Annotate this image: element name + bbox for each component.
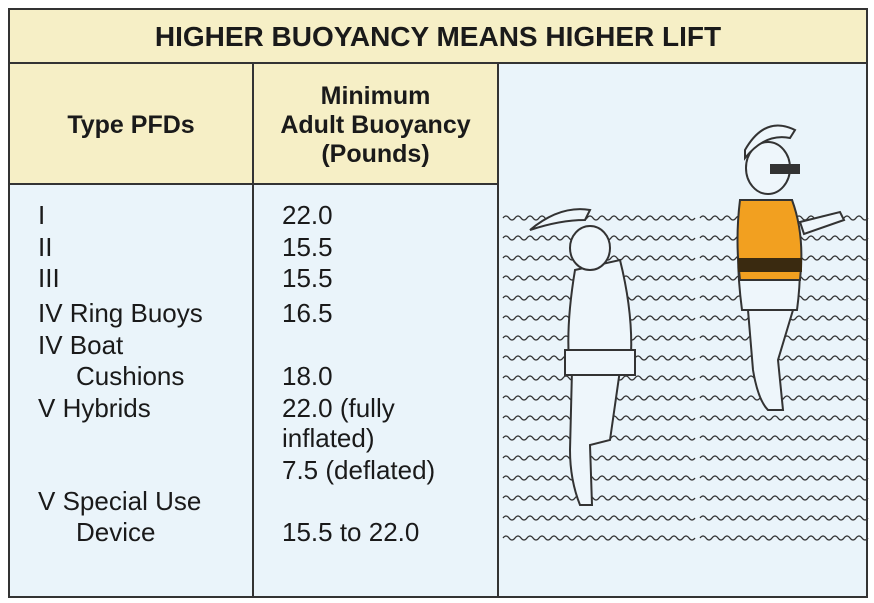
figure bbox=[800, 212, 844, 234]
buoyancy-value: 7.5 (deflated) bbox=[282, 454, 435, 486]
sunglasses bbox=[770, 164, 800, 174]
column-header: (Pounds) bbox=[252, 140, 499, 169]
buoyancy-value: 15.5 to 22.0 bbox=[282, 516, 419, 548]
figure bbox=[530, 209, 590, 230]
figure bbox=[748, 310, 793, 410]
wave bbox=[700, 536, 868, 540]
column-header: Minimum bbox=[252, 82, 499, 111]
pfd-type: V Hybrids bbox=[38, 392, 151, 424]
wave bbox=[503, 216, 695, 220]
pfd-type: II bbox=[38, 231, 52, 263]
pfd-type: I bbox=[38, 199, 45, 231]
wave bbox=[700, 436, 868, 440]
buoyancy-value: 18.0 bbox=[282, 360, 333, 392]
pfd-type: V Special Use bbox=[38, 485, 201, 517]
pfd-type: IV Boat bbox=[38, 329, 123, 361]
wave bbox=[503, 456, 695, 460]
column-header: Type PFDs bbox=[8, 111, 254, 140]
column-header: Adult Buoyancy bbox=[252, 111, 499, 140]
buoyancy-value: 15.5 bbox=[282, 231, 333, 263]
figure bbox=[570, 370, 620, 505]
wave bbox=[503, 536, 695, 540]
buoyancy-value: 22.0 bbox=[282, 199, 333, 231]
vest-strap bbox=[738, 258, 802, 272]
wave bbox=[503, 516, 695, 520]
wave bbox=[700, 496, 868, 500]
pfd-type: III bbox=[38, 262, 60, 294]
wave bbox=[700, 516, 868, 520]
wave bbox=[503, 496, 695, 500]
buoyancy-value: 16.5 bbox=[282, 297, 333, 329]
wave bbox=[700, 456, 868, 460]
figure bbox=[565, 350, 635, 375]
wave bbox=[700, 396, 868, 400]
wave bbox=[700, 476, 868, 480]
pfd-type: Cushions bbox=[76, 360, 184, 392]
wave bbox=[700, 416, 868, 420]
wave bbox=[503, 476, 695, 480]
buoyancy-value: 15.5 bbox=[282, 262, 333, 294]
page: HIGHER BUOYANCY MEANS HIGHER LIFT Type P… bbox=[0, 0, 874, 603]
buoyancy-value: inflated) bbox=[282, 422, 375, 454]
buoyancy-value: 22.0 (fully bbox=[282, 392, 395, 424]
wave bbox=[700, 356, 868, 360]
wave bbox=[700, 376, 868, 380]
pfd-type: IV Ring Buoys bbox=[38, 297, 203, 329]
figure bbox=[570, 226, 610, 270]
pfd-type: Device bbox=[76, 516, 155, 548]
